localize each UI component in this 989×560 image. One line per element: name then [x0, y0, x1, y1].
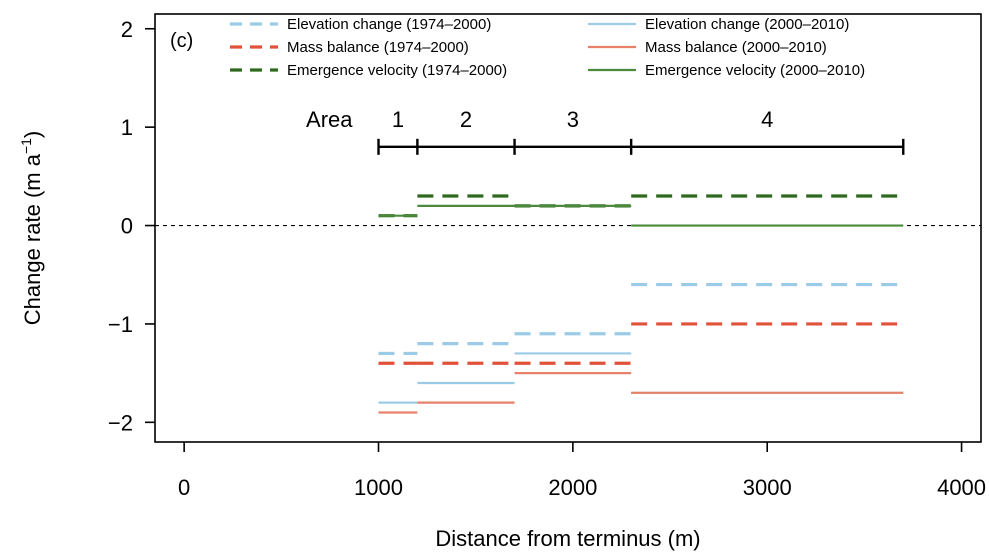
legend-entry-label: Emergence velocity (2000–2010) — [645, 62, 865, 79]
axes-layer: 0 1000 2000 3000 4000 −2 −1 0 1 2 — [108, 17, 986, 500]
x-tick-label: 4000 — [937, 475, 986, 500]
legend: Elevation change (1974–2000) Mass balance… — [230, 16, 865, 79]
legend-entry-label: Elevation change (2000–2010) — [645, 16, 849, 33]
y-axis-label: Change rate (m a−1) — [18, 131, 45, 326]
area-label: 2 — [460, 107, 472, 132]
area-label: 4 — [761, 107, 773, 132]
y-tick-label: 1 — [121, 115, 133, 140]
x-tick-label: 2000 — [548, 475, 597, 500]
x-axis-label: Distance from terminus (m) — [435, 526, 700, 551]
series-layer — [378, 194, 904, 414]
legend-entry-label: Mass balance (2000–2010) — [645, 39, 827, 56]
area-bar-layer: 1 2 3 4 Area — [306, 107, 905, 155]
y-tick-label: 0 — [121, 214, 133, 239]
plot-frame — [154, 13, 982, 443]
x-tick-label: 3000 — [743, 475, 792, 500]
area-label: 3 — [567, 107, 579, 132]
y-tick-label: −1 — [108, 312, 133, 337]
y-axis-label-close: ) — [20, 131, 45, 138]
area-label: 1 — [392, 107, 404, 132]
y-axis-label-superscript: −1 — [18, 138, 34, 154]
x-tick-label: 1000 — [354, 475, 403, 500]
legend-entry-label: Mass balance (1974–2000) — [287, 39, 469, 56]
y-tick-label: 2 — [121, 17, 133, 42]
y-tick-label: −2 — [108, 410, 133, 435]
x-tick-label: 0 — [178, 475, 190, 500]
panel-label: (c) — [170, 30, 193, 52]
legend-entry-label: Emergence velocity (1974–2000) — [287, 62, 507, 79]
legend-entry-label: Elevation change (1974–2000) — [287, 16, 491, 33]
area-title: Area — [306, 107, 353, 132]
y-axis-label-main: Change rate (m a — [20, 153, 45, 325]
